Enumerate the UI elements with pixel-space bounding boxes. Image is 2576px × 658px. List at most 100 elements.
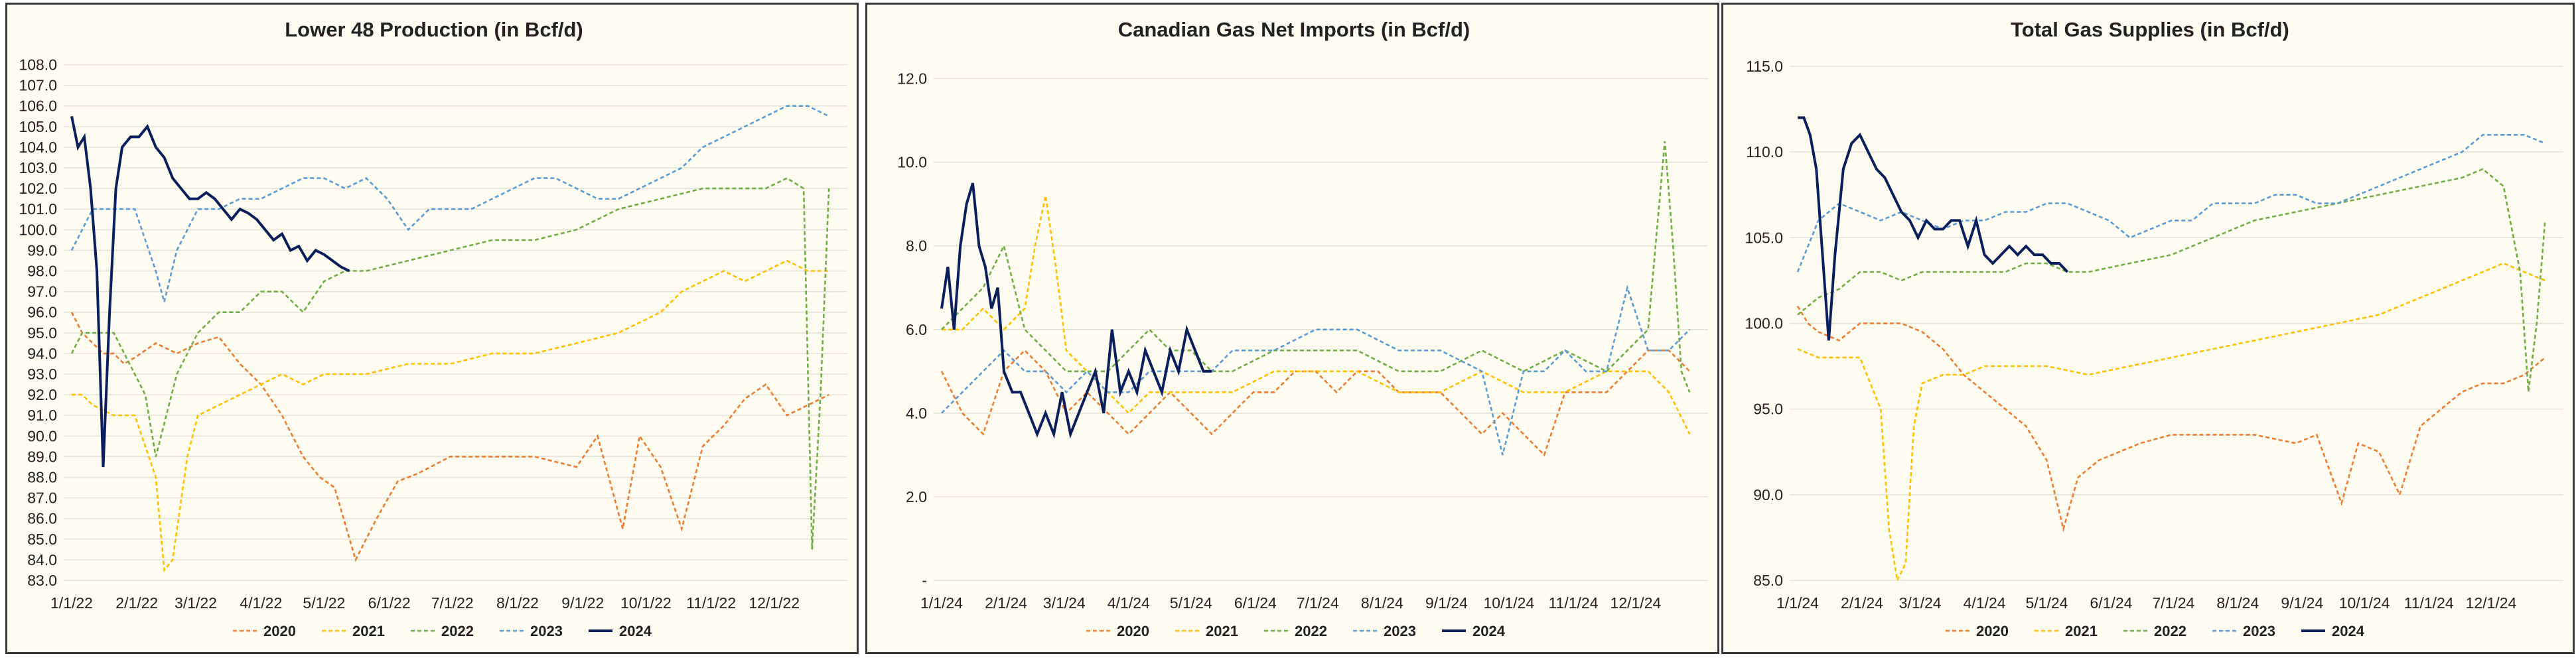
chart-title: Total Gas Supplies (in Bcf/d) — [2011, 18, 2289, 41]
series-line-2024 — [940, 182, 1212, 439]
x-tick-label: 5/1/24 — [1170, 594, 1212, 612]
y-tick-label: 99.0 — [27, 241, 57, 259]
legend-label-2023: 2023 — [2243, 623, 2275, 639]
x-tick-label: 8/1/22 — [496, 594, 539, 612]
y-tick-label: 90.0 — [27, 427, 57, 444]
y-tick-label: 103.0 — [19, 159, 57, 176]
x-tick-label: 11/1/24 — [1548, 594, 1598, 612]
x-tick-label: 5/1/22 — [303, 594, 345, 612]
x-tick-label: 11/1/22 — [686, 594, 736, 612]
legend-label-2022: 2022 — [2154, 623, 2186, 639]
series-line-2020 — [940, 349, 1691, 457]
y-tick-label: 12.0 — [897, 70, 927, 88]
series-line-2024 — [1798, 116, 2069, 341]
y-tick-label: 6.0 — [906, 321, 927, 338]
legend-label-2024: 2024 — [619, 623, 652, 639]
y-tick-label: 115.0 — [1746, 58, 1783, 75]
legend-label-2023: 2023 — [530, 623, 563, 639]
series-line-2022 — [70, 177, 830, 550]
x-tick-label: 2/1/24 — [1841, 594, 1883, 612]
y-tick-label: 106.0 — [19, 98, 57, 115]
y-tick-label: 85.0 — [27, 531, 57, 548]
y-tick-label: 100.0 — [19, 221, 57, 238]
y-tick-label: 89.0 — [27, 448, 57, 465]
chart-title: Canadian Gas Net Imports (in Bcf/d) — [1118, 18, 1470, 41]
series-line-2022 — [1797, 168, 2546, 392]
x-tick-label: 1/1/24 — [1776, 594, 1819, 612]
series-line-2024 — [70, 115, 350, 468]
y-tick-label: 90.0 — [1753, 486, 1783, 503]
legend-label-2021: 2021 — [1206, 623, 1238, 639]
y-tick-label: 105.0 — [19, 118, 57, 135]
y-tick-label: 4.0 — [906, 405, 927, 422]
x-tick-label: 6/1/22 — [368, 594, 411, 612]
x-tick-label: 1/1/22 — [50, 594, 93, 612]
series-line-2021 — [942, 195, 1691, 434]
lower48-chart-panel: Lower 48 Production (in Bcf/d) 83.0 84.0 85… — [5, 3, 859, 654]
legend-label-2022: 2022 — [1295, 623, 1327, 639]
total-supplies-chart: Total Gas Supplies (in Bcf/d) 85.0 90.0 95.… — [1745, 18, 2563, 639]
y-tick-label: 104.0 — [19, 139, 57, 156]
x-tick-label: 5/1/24 — [2025, 594, 2068, 612]
x-tick-label: 7/1/22 — [431, 594, 474, 612]
legend-label-2021: 2021 — [352, 623, 385, 639]
y-tick-label: 88.0 — [27, 469, 57, 486]
x-tick-label: 9/1/24 — [1425, 594, 1468, 612]
y-tick-label: 107.0 — [19, 77, 57, 94]
y-tick-label: 97.0 — [27, 283, 57, 300]
y-tick-label: 84.0 — [27, 551, 57, 568]
series-line-2023 — [70, 105, 829, 302]
series-line-2023 — [1796, 134, 2545, 273]
y-tick-label: 105.0 — [1745, 229, 1783, 246]
legend-label-2023: 2023 — [1384, 623, 1416, 639]
x-tick-label: 3/1/22 — [175, 594, 217, 612]
canadian-imports-chart-panel: Canadian Gas Net Imports (in Bcf/d) - 2.0 4… — [865, 3, 1719, 654]
x-tick-label: 12/1/22 — [749, 594, 800, 612]
lower48-chart: Lower 48 Production (in Bcf/d) 83.0 84.0 85… — [19, 18, 847, 639]
legend-label-2024: 2024 — [2332, 623, 2365, 639]
canadian-imports-chart: Canadian Gas Net Imports (in Bcf/d) - 2.0 4… — [897, 18, 1708, 639]
x-tick-label: 9/1/22 — [561, 594, 604, 612]
y-tick-label: 85.0 — [1753, 572, 1783, 589]
legend-label-2020: 2020 — [1117, 623, 1149, 639]
y-tick-label: 101.0 — [19, 200, 57, 218]
x-tick-label: 11/1/24 — [2404, 594, 2454, 612]
x-tick-label: 12/1/24 — [1610, 594, 1662, 612]
y-tick-label: 93.0 — [27, 365, 57, 383]
x-tick-label: 4/1/24 — [1108, 594, 1150, 612]
series-line-2021 — [1797, 262, 2545, 584]
y-tick-label: - — [922, 572, 927, 589]
x-tick-label: 10/1/22 — [620, 594, 672, 612]
y-tick-label: 8.0 — [906, 237, 927, 255]
x-tick-label: 8/1/24 — [1361, 594, 1403, 612]
series-line-2020 — [70, 312, 829, 562]
x-tick-label: 7/1/24 — [2152, 594, 2194, 612]
y-tick-label: 110.0 — [1746, 143, 1783, 161]
total-supplies-chart-panel: Total Gas Supplies (in Bcf/d) 85.0 90.0 95.… — [1721, 3, 2575, 654]
y-tick-label: 94.0 — [27, 345, 57, 362]
series-line-2020 — [1796, 305, 2546, 533]
y-tick-label: 100.0 — [1745, 314, 1783, 332]
series-line-2023 — [941, 285, 1691, 456]
y-tick-label: 108.0 — [19, 56, 57, 74]
legend-label-2021: 2021 — [2065, 623, 2098, 639]
y-tick-label: 92.0 — [27, 386, 57, 403]
y-tick-label: 87.0 — [27, 490, 57, 507]
y-tick-label: 95.0 — [27, 324, 57, 342]
x-tick-label: 3/1/24 — [1899, 594, 1942, 612]
x-tick-label: 10/1/24 — [2339, 594, 2390, 612]
x-tick-label: 1/1/24 — [920, 594, 963, 612]
x-tick-label: 7/1/24 — [1297, 594, 1339, 612]
legend-label-2024: 2024 — [1472, 623, 1506, 639]
x-tick-label: 12/1/24 — [2466, 594, 2517, 612]
y-tick-label: 96.0 — [27, 304, 57, 321]
x-tick-label: 10/1/24 — [1484, 594, 1535, 612]
x-tick-label: 8/1/24 — [2216, 594, 2259, 612]
y-tick-label: 10.0 — [897, 154, 927, 171]
x-tick-label: 4/1/22 — [240, 594, 282, 612]
legend-label-2022: 2022 — [441, 623, 474, 639]
x-tick-label: 9/1/24 — [2281, 594, 2323, 612]
legend-label-2020: 2020 — [1976, 623, 2009, 639]
series-line-2022 — [941, 141, 1691, 393]
y-tick-label: 95.0 — [1753, 401, 1783, 418]
